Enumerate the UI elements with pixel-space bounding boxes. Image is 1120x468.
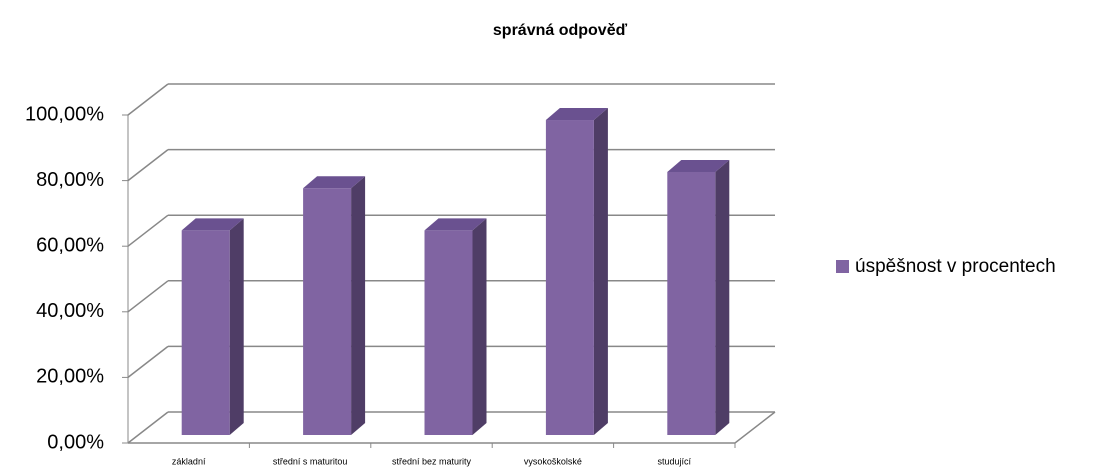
bar-side [593,108,608,435]
grid-line [127,83,169,116]
y-tick-label: 20,00% [36,366,104,388]
legend-swatch [836,260,849,273]
grid-line [127,149,169,182]
x-tick-label: vysokoškolské [524,456,582,466]
bar-top [181,218,244,231]
y-tick-label: 80,00% [36,169,104,191]
legend-label: úspěšnost v procentech [855,256,1056,277]
bar [303,188,352,435]
x-tick-label: základní [172,456,206,466]
bar-side [472,218,487,435]
bar [545,120,594,435]
y-tick-label: 60,00% [36,234,104,256]
y-tick-label: 40,00% [36,300,104,322]
bar-top [545,108,608,121]
bar-top [424,218,487,231]
x-tick-label: střední bez maturity [392,456,472,466]
y-tick-label: 0,00% [47,431,104,453]
grid-line [127,214,169,247]
bar-side [351,176,366,435]
x-tick-label: střední s maturitou [273,456,348,466]
grid-line [127,345,169,378]
bar [667,171,716,435]
x-tick-label: studující [658,456,692,466]
bar-top [667,159,730,172]
bar-side [229,218,244,435]
y-tick-label: 100,00% [25,103,104,125]
bar-top [303,176,366,189]
bar-side [715,159,730,435]
chart-title: správná odpověď [493,22,628,39]
grid-line [127,411,169,444]
grid-line [127,280,169,313]
bar [424,230,473,435]
bar [181,230,230,435]
